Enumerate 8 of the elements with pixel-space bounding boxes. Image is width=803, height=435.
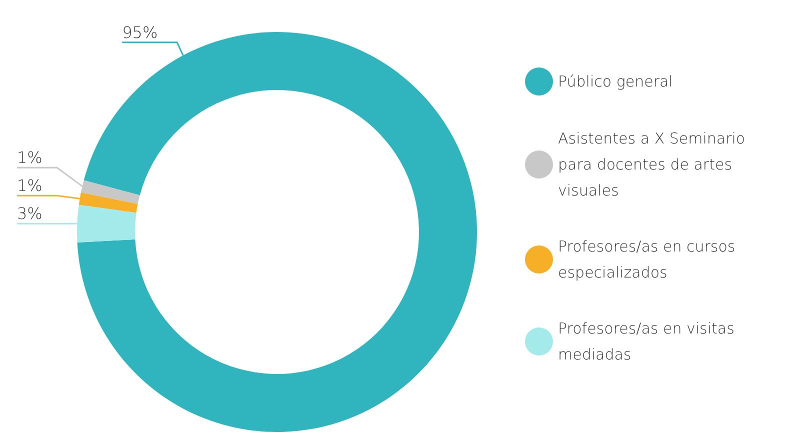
legend-label: Público general [558,72,673,90]
legend-label: Asistentes a X Seminario para docentes de artes visuales [558,130,750,200]
data-label: 1% [17,148,42,168]
legend-label: Profesores/as en visitas mediadas [558,320,740,364]
data-label: 95% [122,22,158,42]
legend-label: Profesores/as en cursos especializados [558,238,740,282]
data-label: 3% [17,204,42,224]
data-label: 1% [17,176,42,196]
